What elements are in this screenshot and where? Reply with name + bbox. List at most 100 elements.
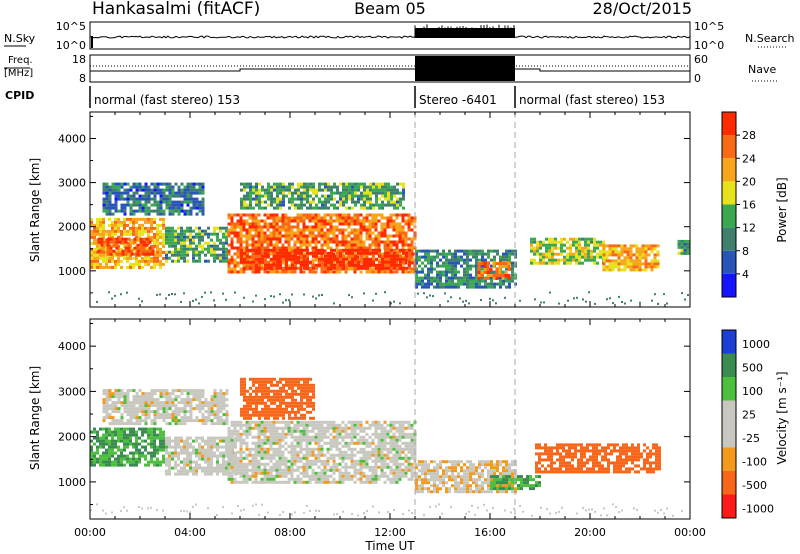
data-cell <box>418 264 421 268</box>
data-cell <box>608 253 612 257</box>
data-cell <box>404 261 408 265</box>
data-cell <box>593 255 596 259</box>
data-cell <box>384 266 387 270</box>
data-cell <box>284 432 288 436</box>
data-cell <box>248 459 252 463</box>
data-cell <box>251 240 255 244</box>
data-cell <box>351 197 354 201</box>
data-cell <box>257 231 261 235</box>
data-cell <box>545 243 548 247</box>
data-cell <box>102 182 106 186</box>
power-colorbar-label: Power [dB] <box>775 177 789 242</box>
data-cell <box>404 237 408 241</box>
data-cell <box>242 270 246 274</box>
data-cell <box>278 471 282 475</box>
data-cell <box>505 252 508 256</box>
data-cell <box>395 231 399 235</box>
data-cell <box>144 212 148 216</box>
data-cell <box>269 438 273 442</box>
data-cell <box>317 240 321 244</box>
data-cell <box>248 228 252 232</box>
data-cell <box>138 200 142 204</box>
data-cell <box>227 264 231 268</box>
clutter-cell <box>291 293 293 296</box>
data-cell <box>545 252 548 256</box>
data-cell <box>242 477 246 481</box>
data-cell <box>242 456 246 460</box>
data-cell <box>496 282 499 286</box>
data-cell <box>477 262 481 265</box>
data-cell <box>487 249 490 253</box>
data-cell <box>147 413 151 417</box>
data-cell <box>261 257 264 261</box>
clutter-cell <box>654 293 656 296</box>
data-cell <box>239 480 243 484</box>
data-cell <box>338 222 342 226</box>
data-cell <box>129 439 132 443</box>
data-cell <box>189 436 192 440</box>
data-cell <box>308 270 312 274</box>
data-cell <box>227 462 231 466</box>
data-cell <box>210 419 214 423</box>
data-cell <box>297 206 300 210</box>
data-cell <box>144 209 148 213</box>
data-cell <box>273 182 276 186</box>
data-cell <box>239 453 243 457</box>
data-cell <box>249 203 252 207</box>
data-cell <box>213 256 216 260</box>
data-cell <box>240 200 243 204</box>
data-cell <box>357 248 360 252</box>
data-cell <box>282 203 285 207</box>
data-cell <box>342 263 345 267</box>
data-cell <box>120 232 123 236</box>
data-cell <box>369 251 372 255</box>
data-cell <box>273 251 276 255</box>
data-cell <box>551 246 554 250</box>
data-cell <box>257 225 261 229</box>
data-cell <box>430 267 433 271</box>
data-cell <box>124 240 128 244</box>
data-cell <box>177 241 180 245</box>
data-cell <box>357 266 360 270</box>
cpid-segment-label: Stereo -6401 <box>419 93 497 107</box>
data-cell <box>539 255 542 259</box>
data-cell <box>278 450 282 454</box>
data-cell <box>469 267 472 271</box>
data-cell <box>108 203 112 207</box>
data-cell <box>147 430 150 434</box>
data-cell <box>207 259 210 263</box>
data-cell <box>108 259 111 263</box>
data-cell <box>377 258 381 262</box>
data-cell <box>156 407 160 411</box>
data-cell <box>311 450 315 454</box>
data-cell <box>105 185 109 189</box>
data-cell <box>363 251 366 255</box>
data-cell <box>216 460 219 464</box>
freq-strip-frame <box>89 54 691 83</box>
data-cell <box>254 474 258 478</box>
data-cell <box>278 219 282 223</box>
data-cell <box>204 466 207 470</box>
data-cell <box>213 241 216 245</box>
data-cell <box>427 279 430 283</box>
data-cell <box>207 436 210 440</box>
data-cell <box>272 468 276 472</box>
data-cell <box>383 231 387 235</box>
data-cell <box>404 240 408 244</box>
data-cell <box>242 423 246 427</box>
data-cell <box>330 203 333 207</box>
data-cell <box>281 432 285 436</box>
data-cell <box>117 235 120 239</box>
data-cell <box>360 257 363 261</box>
data-cell <box>350 246 354 250</box>
data-cell <box>162 410 166 414</box>
data-cell <box>168 185 172 189</box>
data-cell <box>102 398 106 402</box>
data-cell <box>454 261 457 265</box>
data-cell <box>121 249 125 253</box>
data-cell <box>263 456 267 460</box>
data-cell <box>502 258 505 262</box>
data-cell <box>266 225 270 229</box>
data-cell <box>641 253 645 257</box>
data-cell <box>105 203 109 207</box>
